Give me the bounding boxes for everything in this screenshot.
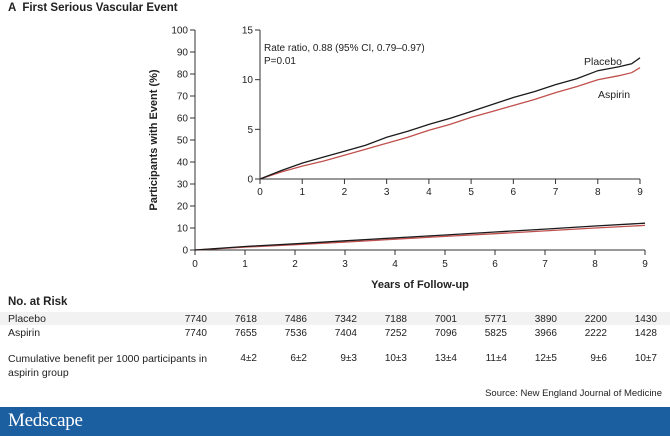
main-y-tick-label: 80	[177, 70, 189, 81]
footer-bar: Medscape	[0, 407, 670, 436]
risk-cell: 7001	[434, 314, 457, 325]
risk-cell: 3890	[534, 314, 557, 325]
main-x-tick-label: 8	[592, 259, 598, 270]
risk-row-label: Aspirin	[8, 327, 41, 339]
inset-x-tick-label: 6	[511, 187, 517, 198]
main-y-axis-label: Participants with Event (%)	[148, 69, 160, 211]
benefit-cell: 13±4	[434, 353, 457, 364]
risk-cell: 7536	[284, 328, 307, 339]
benefit-cell: 10±7	[634, 353, 657, 364]
inset-x-tick-label: 7	[553, 187, 559, 198]
main-y-tick-label: 70	[177, 92, 189, 103]
risk-cell: 7096	[434, 328, 457, 339]
risk-row-stripe	[0, 312, 670, 325]
inset-legend-aspirin: Aspirin	[598, 89, 630, 101]
main-y-tick-label: 60	[177, 114, 189, 125]
main-y-tick-label: 20	[177, 202, 189, 213]
inset-rate-ratio-annotation: Rate ratio, 0.88 (95% CI, 0.79–0.97)	[264, 43, 425, 54]
risk-cell: 7252	[384, 328, 407, 339]
benefit-cell: 6±2	[290, 353, 307, 364]
risk-cell: 7486	[284, 314, 307, 325]
source-credit: Source: New England Journal of Medicine	[485, 388, 662, 399]
main-series-placebo-line	[194, 222, 646, 251]
inset-y-tick-label: 10	[242, 75, 254, 86]
risk-table-title: No. at Risk	[8, 296, 68, 308]
risk-cell: 2222	[584, 328, 607, 339]
medscape-logo[interactable]: Medscape	[8, 410, 83, 431]
risk-cell: 7740	[184, 328, 207, 339]
inset-background	[230, 20, 650, 204]
main-y-tick-label: 90	[177, 48, 189, 59]
main-x-tick-label: 4	[392, 259, 398, 270]
main-y-tick-label: 100	[171, 26, 188, 37]
panel-title: A First Serious Vascular Event	[8, 2, 178, 14]
main-y-tick-label: 10	[177, 224, 189, 235]
benefit-cell: 4±2	[240, 353, 257, 364]
inset-series-aspirin-line	[259, 67, 641, 180]
risk-cell: 7655	[234, 328, 257, 339]
risk-cell: 3966	[534, 328, 557, 339]
inset-y-tick-label: 15	[242, 26, 254, 37]
benefit-row-label: Cumulative benefit per 1000 participants…	[8, 353, 208, 379]
risk-row-label: Placebo	[8, 313, 46, 325]
inset-x-tick-label: 2	[342, 187, 348, 198]
main-x-tick-label: 2	[292, 259, 298, 270]
main-y-tick-label: 50	[177, 136, 189, 147]
inset-y-tick-label: 0	[247, 175, 253, 186]
main-x-tick-label: 3	[342, 259, 348, 270]
benefit-cell: 11±4	[485, 353, 507, 364]
main-x-tick-label: 9	[642, 259, 648, 270]
inset-legend-placebo: Placebo	[584, 56, 622, 68]
inset-x-tick-label: 3	[384, 187, 390, 198]
risk-cell: 7342	[334, 314, 357, 325]
risk-cell: 1430	[634, 314, 657, 325]
benefit-cell: 9±3	[340, 353, 357, 364]
main-series-aspirin-line	[194, 224, 646, 251]
main-x-axis-label: Years of Follow-up	[371, 279, 469, 291]
main-y-tick-label: 40	[177, 158, 189, 169]
inset-p-value-annotation: P=0.01	[264, 56, 296, 67]
benefit-cell: 12±5	[534, 353, 557, 364]
risk-cell: 5825	[484, 328, 507, 339]
inset-x-tick-label: 4	[426, 187, 432, 198]
main-x-tick-label: 6	[492, 259, 498, 270]
risk-cell: 7404	[334, 328, 357, 339]
inset-x-tick-label: 5	[468, 187, 474, 198]
risk-cell: 1428	[634, 328, 657, 339]
risk-cell: 7188	[384, 314, 407, 325]
inset-x-tick-label: 8	[595, 187, 601, 198]
main-y-tick-label: 0	[182, 246, 188, 257]
main-x-tick-label: 1	[242, 259, 248, 270]
main-x-tick-label: 7	[542, 259, 548, 270]
risk-cell: 7618	[234, 314, 257, 325]
main-x-tick-label: 5	[442, 259, 448, 270]
risk-cell: 7740	[184, 314, 207, 325]
inset-x-tick-label: 0	[257, 187, 263, 198]
benefit-cell: 9±6	[590, 353, 607, 364]
panel-title-text: First Serious Vascular Event	[22, 2, 178, 14]
panel-letter: A	[8, 2, 17, 14]
main-x-tick-label: 0	[192, 259, 198, 270]
inset-x-tick-label: 9	[637, 187, 643, 198]
risk-cell: 2200	[584, 314, 607, 325]
inset-x-tick-label: 1	[299, 187, 305, 198]
risk-cell: 5771	[484, 314, 507, 325]
benefit-cell: 10±3	[384, 353, 407, 364]
inset-series-placebo-line	[259, 57, 641, 180]
main-y-tick-label: 30	[177, 180, 189, 191]
inset-y-tick-label: 5	[247, 125, 253, 136]
